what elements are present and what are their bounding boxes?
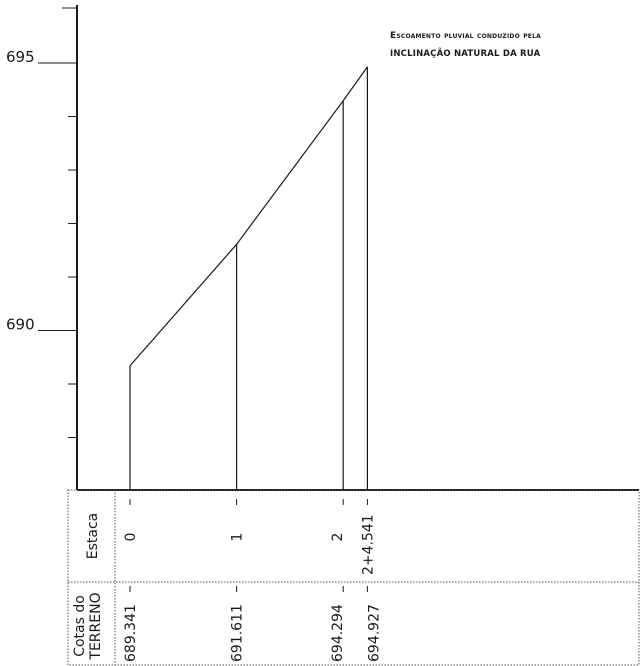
terrain-line	[129, 66, 368, 367]
estaca-label: 2	[330, 533, 346, 542]
row-label-estaca: Estaca	[85, 513, 101, 559]
profile-table: Estaca Cotas do TERRENO 0 689.341 1 691.611 2 69…	[67, 489, 640, 666]
cota-label: 694.294	[330, 604, 346, 662]
drainage-note: Escoamento pluvial conduzido pela inclin…	[390, 27, 641, 63]
cota-label: 689.341	[123, 604, 139, 662]
row-label-terreno: TERRENO	[88, 592, 104, 660]
y-axis: 695 690	[6, 5, 639, 491]
estaca-label: 2+4.541	[360, 514, 376, 575]
terrain-profile	[129, 66, 369, 490]
cota-label: 691.611	[230, 604, 246, 662]
estaca-label: 1	[230, 533, 246, 542]
table-border	[67, 489, 640, 666]
y-tick-label: 695	[6, 48, 35, 66]
drainage-note-line2: inclinação natural da rua	[390, 49, 541, 59]
y-tick-label: 690	[6, 316, 35, 334]
estaca-label: 0	[123, 533, 139, 542]
cota-label: 694.927	[366, 604, 382, 662]
row-label-cotas: Cotas do	[72, 595, 88, 657]
drainage-note-line1: Escoamento pluvial conduzido pela	[390, 31, 541, 41]
